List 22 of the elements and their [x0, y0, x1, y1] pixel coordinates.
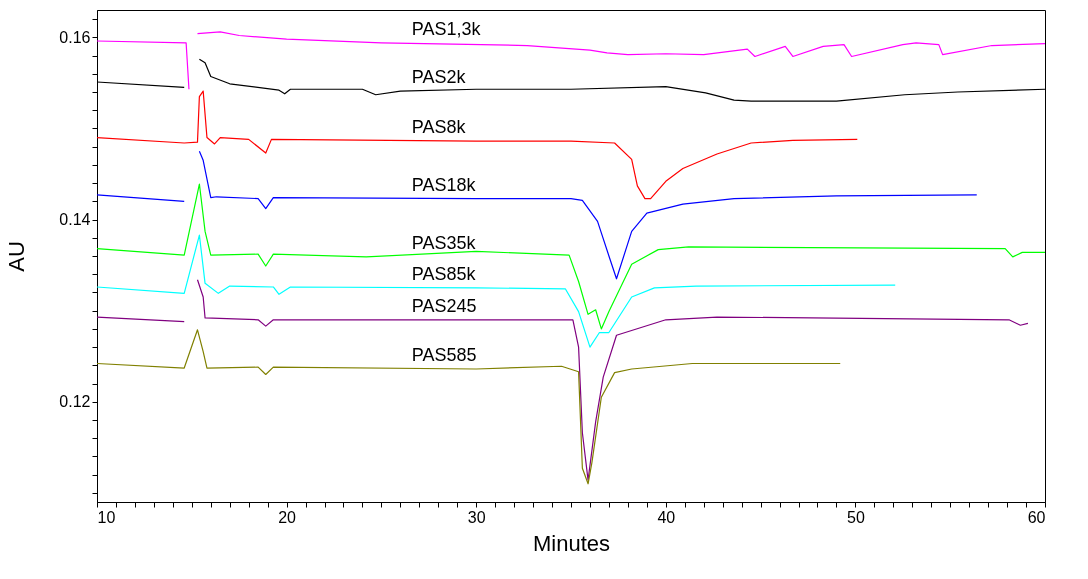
- series-label: PAS8k: [411, 117, 467, 138]
- series-label: PAS1,3k: [411, 18, 482, 39]
- series-label: PAS585: [411, 344, 477, 365]
- x-tick-label: 50: [847, 508, 865, 526]
- y-tick-label: 0.14: [59, 211, 91, 229]
- y-axis-title: AU: [4, 241, 30, 272]
- line-series: [97, 234, 896, 348]
- y-tick-label: 0.12: [59, 393, 91, 411]
- x-tick-label: 30: [467, 508, 486, 526]
- x-tick-label: 10: [97, 508, 116, 526]
- y-tick-label: 0.16: [59, 28, 91, 46]
- x-tick-label: 20: [278, 508, 297, 526]
- x-axis-title: Minutes: [532, 530, 611, 556]
- x-tick-label: 40: [657, 508, 676, 526]
- series-label: PAS35k: [411, 232, 477, 253]
- x-tick-label: 60: [1027, 508, 1046, 526]
- line-series: [97, 329, 841, 485]
- series-label: PAS85k: [411, 263, 477, 284]
- series-label: PAS18k: [411, 174, 477, 195]
- line-series: [97, 90, 858, 200]
- series-label: PAS245: [411, 295, 477, 316]
- series-label: PAS2k: [411, 67, 467, 88]
